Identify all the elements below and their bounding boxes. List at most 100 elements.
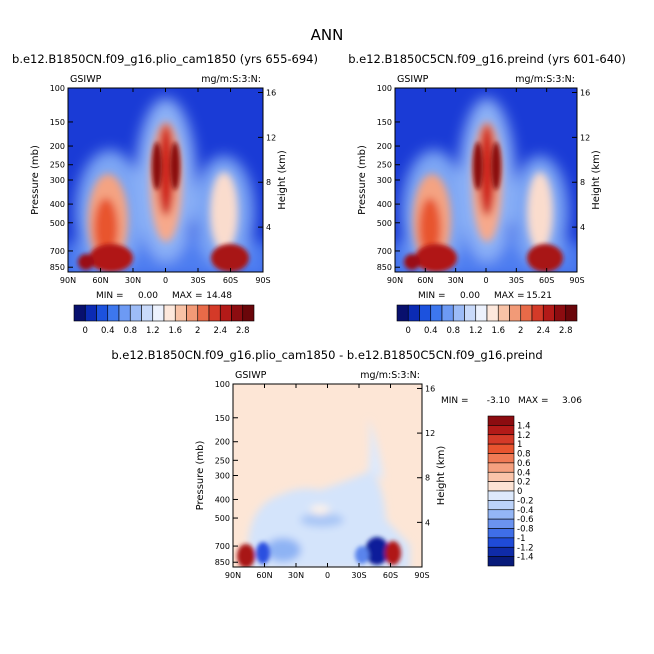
panel-2-y-tick-label: 850 [377,263,392,272]
panel-3-central-positive-patch [310,505,330,515]
panel-1-x-tick-label: 30S [190,276,205,285]
panel-2-colorbar-swatch [486,304,499,322]
panel-1-title: b.e12.B1850CN.f09_g16.plio_cam1850 (yrs … [12,52,318,66]
panel-1-x-tick-label: 90N [60,276,76,285]
panel-2-y-tick-label: 250 [377,161,392,170]
panel-2-colorbar-swatch [475,304,488,322]
panel-1-max-value: 14.48 [206,291,232,301]
panel-2-colorbar-label: 2.8 [559,326,573,336]
panel-2-min-label: MIN = [418,291,446,301]
panel-1-y-tick-label: 300 [50,176,65,185]
panel-2-colorbar-swatch [407,304,420,322]
panel-3-colorbar-label: 1 [517,440,522,450]
panel-2-y2-axis-title: Height (km) [591,150,602,210]
panel-3-y-tick-label: 850 [215,558,230,567]
panel-1-min-value: 0.00 [138,291,158,301]
panel-2-title: b.e12.B1850C5CN.f09_g16.preind (yrs 601-… [348,52,626,66]
panel-3-y2-axis-title: Height (km) [436,446,447,506]
panel-2-y-tick-label: 300 [377,176,392,185]
panel-1-tropical-max-right [170,142,180,190]
panel-3-colorbar-label: -1 [517,534,525,544]
panel-3-colorbar-label: 1.2 [517,431,531,441]
panel-1-y2-tick-label: 4 [266,223,271,232]
panel-3-colorbar-swatch [487,537,515,548]
panel-2-colorbar-label: 0.4 [424,326,438,336]
panel-1-colorbar-swatch [186,304,199,322]
panel-3-colorbar-swatch [487,556,515,567]
panel-3-colorbar-label: 1.4 [517,421,531,431]
panel-2-colorbar-label: 0 [406,326,411,336]
panel-1-colorbar-label: 2 [195,326,200,336]
panel-1-y-tick-label: 200 [50,142,65,151]
panel-2-y-tick-label: 100 [377,84,392,93]
panel-3-x-tick-label: 90N [225,571,241,580]
panel-3-min-label: MIN = [441,396,469,406]
panel-3-units-label: mg/m:S:3:N: [360,370,420,381]
panel-3-upper-negative-streak [368,418,384,480]
panel-1-x-tick-label: 90S [255,276,270,285]
panel-2-tropical-max-right [491,142,501,190]
panel-3-colorbar-swatch [487,509,515,520]
panel-3-colorbar-swatch [487,443,515,454]
panel-1-units-label: mg/m:S:3:N: [201,74,261,85]
panel-1-colorbar-swatch [96,304,109,322]
panel-3-colorbar-swatch [487,425,515,436]
panel-3-x-tick-label: 30S [351,571,366,580]
panel-1-sh-surface-max [211,244,249,272]
panel-1-colorbar-swatch [208,304,221,322]
panel-1-colorbar-label: 2.4 [213,326,227,336]
panel-1-colorbar-swatch [129,304,142,322]
panel-2-y2-tick-label: 8 [580,178,585,187]
panel-2-max-value: 15.21 [526,291,552,301]
panel-1-colorbar-swatch [84,304,97,322]
panel-2-y2-tick-label: 16 [580,88,590,97]
panel-1-tropical-max-left [152,142,162,190]
panel-2-x-tick-label: 60S [539,276,554,285]
panel-2-tropical-column-core [478,124,496,216]
panel-1-nh-plume-core [94,198,118,258]
panel-1-colorbar-label: 1.2 [146,326,160,336]
panel-3-y-tick-label: 100 [215,380,230,389]
panel-1-y2-tick-label: 8 [266,178,271,187]
panel-2-y2-tick-label: 4 [580,223,585,232]
panel-3-x-tick-label: 90S [414,571,429,580]
panel-1-x-tick-label: 60S [223,276,238,285]
panel-1-colorbar-label: 0 [83,326,88,336]
panel-2-colorbar-swatch [430,304,443,322]
panel-2-sh-surface-max [527,244,563,272]
panel-1-y-tick-label: 500 [50,219,65,228]
panel-1-colorbar-swatch [174,304,187,322]
panel-1-max-label: MAX = [172,291,203,301]
panel-3-colorbar-label: 0.6 [517,459,531,469]
panel-2-colorbar-swatch [554,304,567,322]
panel-2-colorbar-swatch [565,304,578,322]
panel-1-plot-field [68,88,263,272]
panel-1-colorbar-swatch [219,304,232,322]
panel-2-plot-field [395,88,577,272]
panel-2-nh-surface-max [415,244,457,272]
panel-3-y-tick-label: 500 [215,514,230,523]
panel-3-colorbar-swatch [487,490,515,501]
panel-3-colorbar-label: -0.2 [517,496,534,506]
panel-3-y-tick-label: 250 [215,456,230,465]
panel-1-y-tick-label: 100 [50,84,65,93]
panel-1-colorbar-swatch [242,304,255,322]
panel-1-colorbar-swatch [118,304,131,322]
panel-2-nh-plume-core [419,198,441,258]
panel-3-colorbar-swatch [487,481,515,492]
panel-1-y-tick-label: 850 [50,263,65,272]
panel-2-y-axis-title: Pressure (mb) [357,145,368,215]
panel-1-y-tick-label: 400 [50,200,65,209]
panel-2-tropical-max-left [473,142,483,190]
panel-1-min-label: MIN = [96,291,124,301]
panel-3-y-tick-label: 150 [215,414,230,423]
panel-2-left-label: GSIWP [397,74,429,85]
panel-3-y-tick-label: 400 [215,495,230,504]
panel-2-colorbar-label: 0.8 [446,326,460,336]
panel-1-colorbar-label: 0.8 [123,326,137,336]
panel-2-colorbar-swatch [531,304,544,322]
panel-3-y2-tick-label: 12 [425,429,435,438]
panel-2-x-tick-label: 30N [448,276,464,285]
panel-3-colorbar-label: 0 [517,487,522,497]
panel-2-polar-max [404,254,420,270]
